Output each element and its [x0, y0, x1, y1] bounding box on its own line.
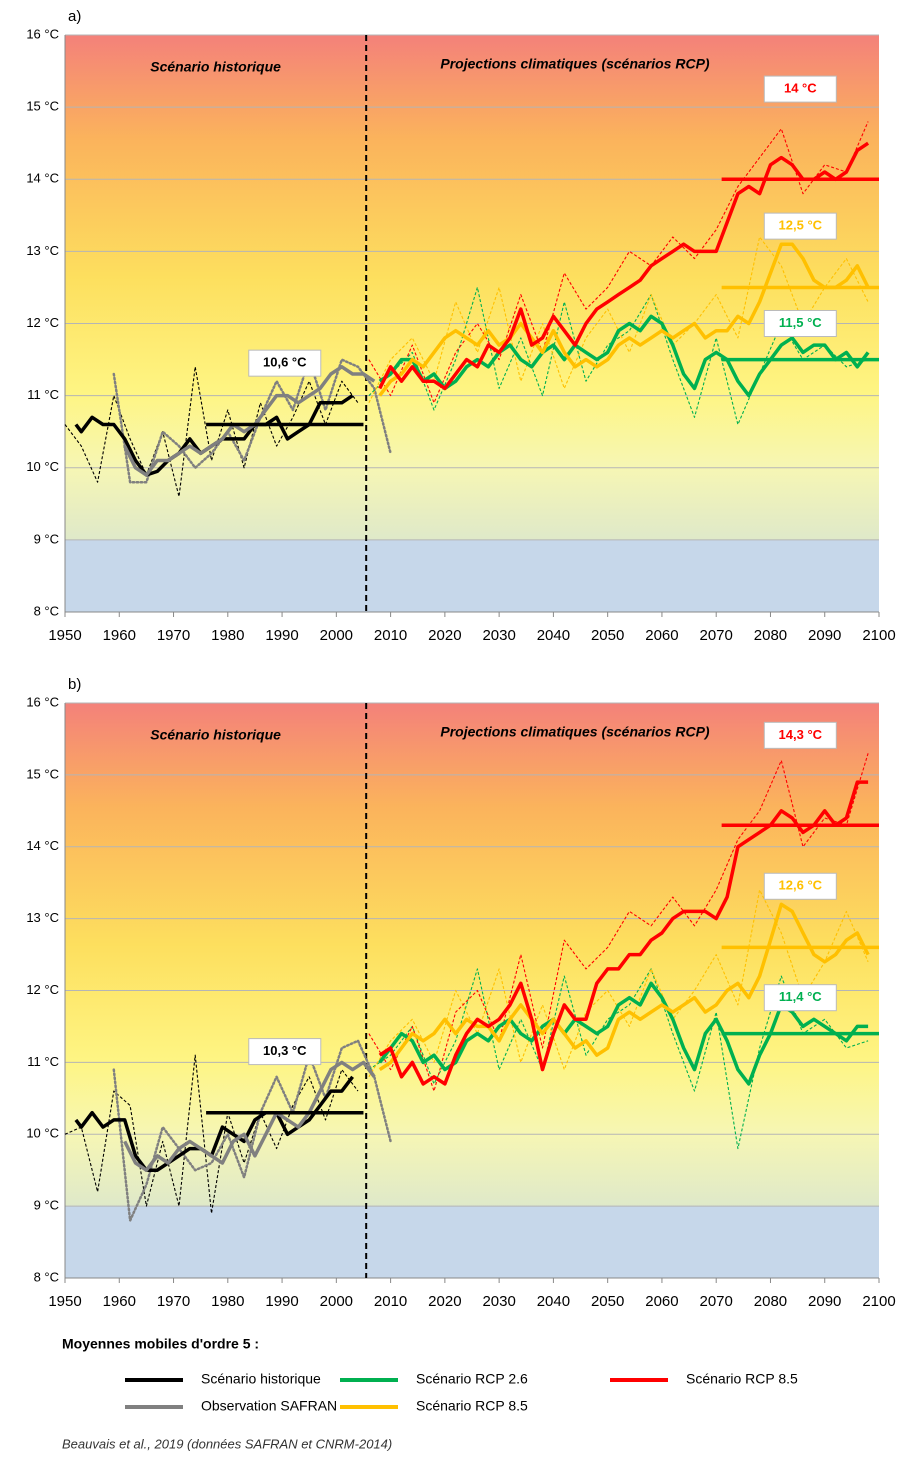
x-tick-label: 2020 [428, 1293, 461, 1310]
mean-label: 10,3 °C [263, 1043, 307, 1058]
annual-line [368, 121, 869, 404]
y-tick-label: 16 °C [26, 694, 59, 709]
x-tick-label: 1970 [157, 627, 190, 644]
mean-label: 10,6 °C [263, 355, 307, 370]
legend-label: Scénario RCP 8.5 [416, 1398, 528, 1414]
y-tick-label: 14 °C [26, 171, 59, 186]
y-tick-label: 15 °C [26, 99, 59, 114]
annotation: Scénario historique [150, 59, 281, 75]
annual-line [112, 358, 392, 484]
mean-label-box [763, 310, 837, 337]
mean-label-box [763, 75, 837, 103]
mean-label: 12,5 °C [779, 218, 823, 233]
x-tick-label: 1990 [265, 1293, 298, 1310]
y-tick-label: 12 °C [26, 315, 59, 330]
x-tick-label: 2080 [754, 627, 787, 644]
mean-label-box [763, 212, 837, 240]
y-tick-label: 11 °C [27, 387, 59, 402]
y-tick-label: 13 °C [26, 243, 59, 258]
annotation: Scénario historique [150, 727, 281, 743]
x-tick-label: 2060 [645, 627, 678, 644]
moving-average-line [378, 242, 870, 397]
y-tick-label: 10 °C [26, 459, 59, 474]
source: Beauvais et al., 2019 (données SAFRAN et… [62, 1436, 392, 1451]
mean-label: 11,4 °C [779, 989, 822, 1004]
y-tick-label: 8 °C [34, 603, 59, 618]
annual-line [368, 753, 869, 1092]
y-tick-label: 16 °C [26, 26, 59, 41]
x-tick-label: 2050 [591, 627, 624, 644]
x-tick-label: 2000 [320, 1293, 353, 1310]
x-tick-label: 2000 [320, 627, 353, 644]
mean-label-box [763, 872, 837, 900]
mean-label: 14 °C [784, 81, 817, 96]
x-tick-label: 1980 [211, 1293, 244, 1310]
x-tick-label: 2030 [482, 627, 515, 644]
x-tick-label: 2040 [537, 627, 570, 644]
x-tick-label: 2070 [700, 1293, 733, 1310]
moving-average-line [378, 902, 870, 1072]
moving-average-line [123, 1060, 376, 1172]
annual-line [112, 1039, 392, 1222]
legend-label: Scénario RCP 8.5 [686, 1371, 798, 1387]
legend-title: Moyennes mobiles d'ordre 5 : [62, 1336, 259, 1352]
y-tick-label: 8 °C [34, 1269, 59, 1284]
moving-average-line [378, 141, 870, 391]
x-tick-label: 1970 [157, 1293, 190, 1310]
y-tick-label: 11 °C [27, 1054, 59, 1069]
annual-line [368, 236, 869, 404]
x-tick-label: 2010 [374, 627, 407, 644]
panel-label: b) [68, 676, 81, 693]
x-tick-label: 2080 [754, 1293, 787, 1310]
y-tick-label: 14 °C [26, 838, 59, 853]
legend-label: Observation SAFRAN [201, 1398, 337, 1414]
mean-label: 14,3 °C [779, 727, 823, 742]
x-tick-label: 2050 [591, 1293, 624, 1310]
y-tick-label: 9 °C [34, 531, 59, 546]
x-tick-label: 2020 [428, 627, 461, 644]
x-tick-label: 2090 [808, 1293, 841, 1310]
moving-average-line [123, 365, 376, 477]
y-tick-label: 9 °C [34, 1198, 59, 1213]
mean-label: 12,6 °C [779, 878, 823, 893]
x-tick-label: 2040 [537, 1293, 570, 1310]
x-tick-label: 2100 [862, 627, 895, 644]
legend-label: Scénario historique [201, 1371, 321, 1387]
legend-label: Scénario RCP 2.6 [416, 1371, 528, 1387]
x-tick-label: 2030 [482, 1293, 515, 1310]
panel-label: a) [68, 8, 81, 25]
x-tick-label: 1980 [211, 627, 244, 644]
y-tick-label: 15 °C [26, 766, 59, 781]
mean-label-box [248, 349, 322, 377]
x-tick-label: 2060 [645, 1293, 678, 1310]
mean-label-box [763, 721, 837, 749]
annual-line [64, 1054, 359, 1214]
x-tick-label: 1990 [265, 627, 298, 644]
x-tick-label: 1960 [103, 1293, 136, 1310]
x-tick-label: 2100 [862, 1293, 895, 1310]
y-tick-label: 13 °C [26, 910, 59, 925]
y-tick-label: 10 °C [26, 1126, 59, 1141]
moving-average-line [378, 780, 869, 1086]
annotation: Projections climatiques (scénarios RCP) [440, 724, 710, 740]
x-tick-label: 1950 [48, 627, 81, 644]
mean-label-box [763, 984, 837, 1012]
mean-label: 11,5 °C [779, 315, 822, 330]
mean-label-box [248, 1038, 322, 1066]
moving-average-line [378, 314, 870, 398]
y-tick-label: 12 °C [26, 982, 59, 997]
annotation: Projections climatiques (scénarios RCP) [440, 56, 710, 72]
x-tick-label: 2010 [374, 1293, 407, 1310]
x-tick-label: 2070 [700, 627, 733, 644]
x-tick-label: 1950 [48, 1293, 81, 1310]
x-tick-label: 1960 [103, 627, 136, 644]
x-tick-label: 2090 [808, 627, 841, 644]
